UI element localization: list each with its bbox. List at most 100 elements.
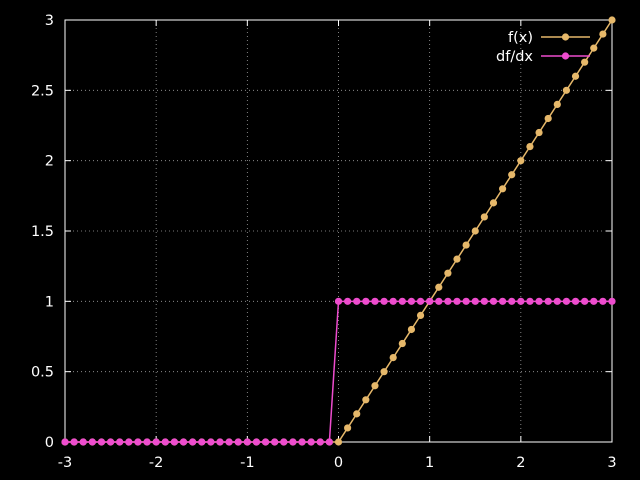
- data-point: [97, 438, 106, 446]
- data-point: [243, 438, 251, 446]
- data-point: [61, 438, 69, 446]
- data-point: [544, 297, 552, 305]
- y-tick-label: 1.5: [31, 224, 54, 240]
- data-point: [88, 438, 96, 446]
- data-point: [125, 438, 133, 446]
- data-point: [571, 297, 580, 305]
- data-point: [471, 297, 479, 305]
- x-tick-label: -2: [149, 455, 163, 471]
- data-point: [608, 297, 616, 305]
- data-point: [261, 438, 270, 446]
- data-point: [499, 297, 507, 305]
- data-point: [599, 297, 607, 305]
- data-point: [70, 438, 78, 446]
- data-point: [571, 72, 580, 80]
- data-point: [380, 368, 388, 376]
- data-point: [307, 438, 315, 446]
- data-point: [252, 438, 261, 446]
- data-point: [407, 297, 416, 305]
- data-point: [398, 339, 406, 348]
- data-point: [362, 297, 370, 305]
- data-point: [480, 213, 488, 221]
- data-point: [161, 438, 169, 446]
- data-point: [334, 438, 343, 446]
- data-point: [189, 438, 197, 446]
- data-point: [444, 297, 452, 305]
- data-point: [508, 297, 516, 305]
- data-point: [116, 438, 124, 446]
- x-tick-label: 1: [425, 455, 434, 471]
- data-point: [526, 143, 534, 151]
- data-point: [517, 297, 525, 305]
- data-point: [462, 241, 470, 249]
- data-point: [590, 297, 598, 305]
- data-point: [435, 297, 443, 305]
- legend-label: f(x): [508, 30, 533, 46]
- data-point: [371, 297, 379, 305]
- data-point: [508, 171, 516, 179]
- data-point: [435, 283, 443, 291]
- data-point: [517, 157, 525, 165]
- data-point: [353, 297, 361, 305]
- data-point: [198, 438, 206, 446]
- y-tick-label: 1: [45, 294, 54, 310]
- x-tick-label: 3: [607, 455, 616, 471]
- data-point: [134, 438, 142, 446]
- data-point: [581, 58, 589, 66]
- legend-label: df/dx: [496, 49, 533, 65]
- data-point: [462, 297, 470, 305]
- data-point: [362, 396, 370, 404]
- data-point: [544, 114, 552, 123]
- data-point: [325, 438, 333, 446]
- y-tick-label: 2: [45, 154, 54, 170]
- series-layer: [61, 16, 616, 446]
- data-point: [234, 438, 242, 446]
- data-point: [271, 438, 279, 446]
- data-point: [280, 438, 288, 446]
- data-point: [453, 255, 461, 263]
- data-point: [489, 297, 498, 305]
- data-point: [143, 438, 151, 446]
- data-point: [398, 297, 406, 305]
- data-point: [179, 438, 188, 446]
- x-tick-label: 0: [334, 455, 343, 471]
- data-point: [590, 44, 598, 52]
- data-point: [389, 297, 397, 305]
- data-point: [599, 30, 607, 38]
- data-point: [499, 185, 507, 193]
- data-point: [344, 297, 352, 305]
- data-point: [416, 311, 425, 319]
- data-point: [207, 438, 215, 446]
- data-point: [480, 297, 488, 305]
- data-point: [444, 269, 452, 277]
- data-point: [471, 227, 479, 235]
- data-point: [380, 297, 388, 305]
- data-point: [526, 297, 534, 305]
- data-point: [562, 86, 571, 94]
- data-point: [562, 297, 571, 305]
- data-point: [79, 438, 87, 446]
- data-point: [225, 438, 233, 446]
- data-point: [106, 438, 115, 446]
- data-point: [608, 16, 616, 24]
- data-point: [453, 297, 461, 305]
- legend-swatch-marker: [561, 52, 570, 60]
- legend-swatch-marker: [561, 33, 570, 41]
- data-point: [389, 354, 397, 362]
- data-point: [371, 382, 379, 390]
- data-point: [298, 438, 306, 446]
- data-point: [553, 297, 561, 305]
- y-tick-label: 0.5: [31, 365, 54, 381]
- x-tick-label: -3: [58, 455, 72, 471]
- data-point: [407, 325, 416, 334]
- data-point: [316, 438, 324, 446]
- data-point: [152, 438, 160, 446]
- data-point: [170, 438, 178, 446]
- data-point: [489, 199, 498, 207]
- data-point: [581, 297, 589, 305]
- x-tick-label: -1: [240, 455, 254, 471]
- y-tick-label: 0: [45, 435, 54, 451]
- data-point: [535, 128, 543, 137]
- data-point: [416, 297, 425, 305]
